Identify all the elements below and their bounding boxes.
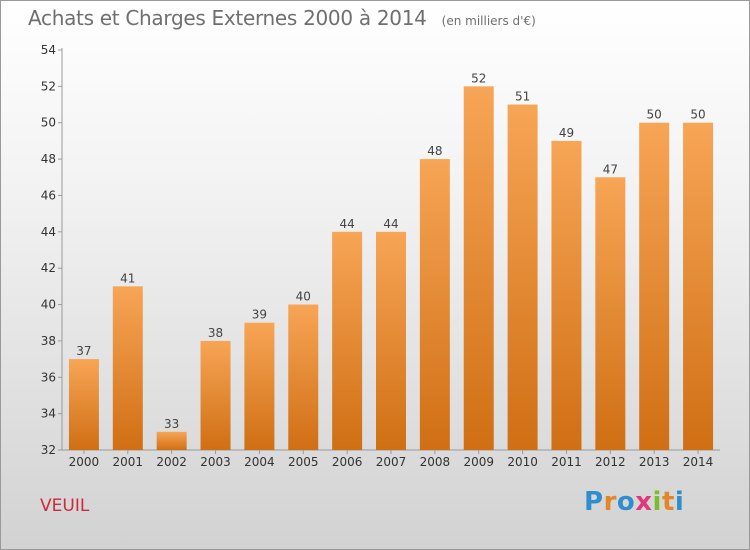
bar [288, 304, 319, 450]
x-tick-label: 2011 [551, 455, 582, 469]
x-tick-label: 2008 [420, 455, 451, 469]
y-tick-label: 46 [41, 188, 56, 202]
y-tick-label: 52 [41, 79, 56, 93]
bar-value-label: 52 [471, 71, 486, 85]
bar [68, 359, 99, 450]
x-tick-label: 2009 [463, 455, 494, 469]
bar [200, 340, 231, 450]
bar-value-label: 51 [515, 90, 530, 104]
bar-value-label: 44 [383, 217, 398, 231]
x-tick-label: 2002 [156, 455, 187, 469]
proxiti-logo[interactable]: Proxiti [584, 487, 684, 517]
bar-value-label: 33 [164, 417, 179, 431]
bar-value-label: 38 [208, 326, 223, 340]
bar-value-label: 41 [120, 271, 135, 285]
logo-letter: i [652, 487, 662, 517]
bar [639, 122, 670, 451]
bar-value-label: 40 [296, 290, 311, 304]
bar-value-label: 39 [252, 308, 267, 322]
y-tick-label: 36 [41, 370, 56, 384]
x-tick-label: 2000 [69, 455, 100, 469]
x-tick-label: 2004 [244, 455, 275, 469]
logo-letter: o [616, 487, 636, 517]
y-tick-label: 54 [41, 43, 56, 57]
chart-title: Achats et Charges Externes 2000 à 2014 [28, 6, 427, 30]
bar [332, 231, 363, 450]
x-tick-label: 2001 [113, 455, 144, 469]
bar [376, 231, 406, 450]
x-tick-label: 2007 [376, 455, 407, 469]
bar [244, 322, 275, 450]
bar-value-label: 50 [647, 108, 662, 122]
bar-value-label: 48 [427, 144, 442, 158]
bar-value-label: 49 [559, 126, 574, 140]
logo-letter: i [674, 487, 685, 517]
logo-letter: t [661, 487, 675, 517]
logo-letter: r [603, 487, 617, 517]
bar-value-label: 44 [339, 217, 354, 231]
bar [463, 86, 494, 450]
x-tick-label: 2010 [507, 455, 538, 469]
bar-value-label: 50 [690, 108, 705, 122]
bar [419, 159, 450, 450]
bar [112, 286, 143, 450]
bar [595, 177, 626, 451]
logo-letter: x [635, 487, 653, 517]
y-tick-label: 42 [41, 261, 56, 275]
bar [507, 104, 538, 450]
x-tick-label: 2006 [332, 455, 363, 469]
y-tick-label: 50 [41, 116, 56, 130]
y-tick-label: 48 [41, 152, 56, 166]
x-tick-label: 2003 [200, 455, 231, 469]
y-tick-label: 32 [41, 443, 56, 457]
y-tick-label: 38 [41, 334, 56, 348]
bar-value-label: 37 [76, 344, 91, 358]
x-tick-label: 2012 [595, 455, 626, 469]
bar [551, 140, 582, 450]
unit-note: (en milliers d'€) [441, 14, 536, 28]
y-tick-label: 40 [41, 298, 56, 312]
bar [683, 122, 714, 451]
x-tick-label: 2005 [288, 455, 319, 469]
bar-value-label: 47 [603, 162, 618, 176]
chart-header: Achats et Charges Externes 2000 à 2014 (… [28, 6, 536, 30]
x-tick-label: 2014 [683, 455, 714, 469]
bar [156, 431, 187, 450]
x-tick-label: 2013 [639, 455, 670, 469]
y-tick-label: 44 [41, 225, 56, 239]
y-tick-label: 34 [41, 407, 56, 421]
logo-letter: P [584, 487, 604, 517]
place-name: VEUIL [40, 496, 90, 516]
